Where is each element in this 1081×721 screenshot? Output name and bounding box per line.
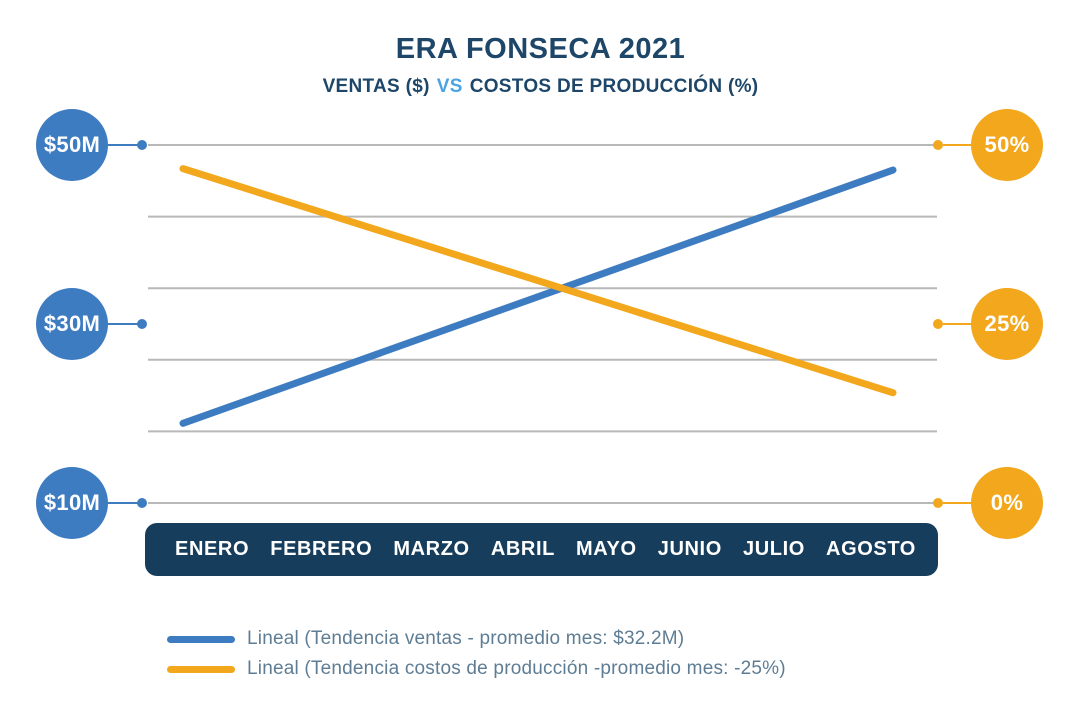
x-axis-label-junio: JUNIO <box>657 538 722 560</box>
legend-row-costos: Lineal (Tendencia costos de producción -… <box>167 654 786 684</box>
right-axis-badge-0pct: 0% <box>971 467 1043 539</box>
x-axis-bar: ENERO FEBRERO MARZO ABRIL MAYO JUNIO JUL… <box>145 523 938 576</box>
right-axis-dot-25pct <box>933 319 943 329</box>
chart-subtitle: VENTAS ($) VS COSTOS DE PRODUCCIÓN (%) <box>0 76 1081 98</box>
x-axis-label-enero: ENERO <box>175 538 250 560</box>
left-axis-dot-50m <box>137 140 147 150</box>
chart-title: ERA FONSECA 2021 <box>395 33 686 65</box>
left-axis-dot-10m <box>137 498 147 508</box>
trend-line-costos <box>179 165 897 397</box>
right-axis-dot-0pct <box>933 498 943 508</box>
legend-swatch-costos <box>167 665 235 673</box>
left-axis-connector-10m <box>106 502 138 504</box>
left-axis-dot-30m <box>137 319 147 329</box>
legend-label-ventas: Lineal (Tendencia ventas - promedio mes:… <box>247 628 685 649</box>
left-axis-connector-50m <box>106 144 138 146</box>
x-axis-label-abril: ABRIL <box>490 538 555 560</box>
x-axis-label-mayo: MAYO <box>576 538 637 560</box>
subtitle-ventas: VENTAS ($) <box>322 76 430 97</box>
legend-swatch-ventas <box>167 635 235 643</box>
right-axis-badge-50pct: 50% <box>971 109 1043 181</box>
right-axis-dot-50pct <box>933 140 943 150</box>
left-axis-badge-50m: $50M <box>36 109 108 181</box>
right-axis-badge-25pct: 25% <box>971 288 1043 360</box>
plot-area <box>148 144 937 504</box>
x-axis-label-marzo: MARZO <box>393 538 470 560</box>
legend-row-ventas: Lineal (Tendencia ventas - promedio mes:… <box>167 624 786 654</box>
left-axis-connector-30m <box>106 323 138 325</box>
trend-line-ventas <box>179 166 897 427</box>
x-axis-label-febrero: FEBRERO <box>270 538 373 560</box>
subtitle-costos: COSTOS DE PRODUCCIÓN (%) <box>469 76 759 97</box>
left-axis-badge-10m: $10M <box>36 467 108 539</box>
right-axis-connector-50pct <box>943 144 973 146</box>
left-axis-badge-30m: $30M <box>36 288 108 360</box>
legend-label-costos: Lineal (Tendencia costos de producción -… <box>247 658 786 679</box>
legend: Lineal (Tendencia ventas - promedio mes:… <box>167 624 786 684</box>
x-axis-label-julio: JULIO <box>743 538 805 560</box>
right-axis-connector-0pct <box>943 502 973 504</box>
x-axis-label-agosto: AGOSTO <box>826 538 916 560</box>
right-axis-connector-25pct <box>943 323 973 325</box>
subtitle-vs: VS <box>436 76 463 97</box>
